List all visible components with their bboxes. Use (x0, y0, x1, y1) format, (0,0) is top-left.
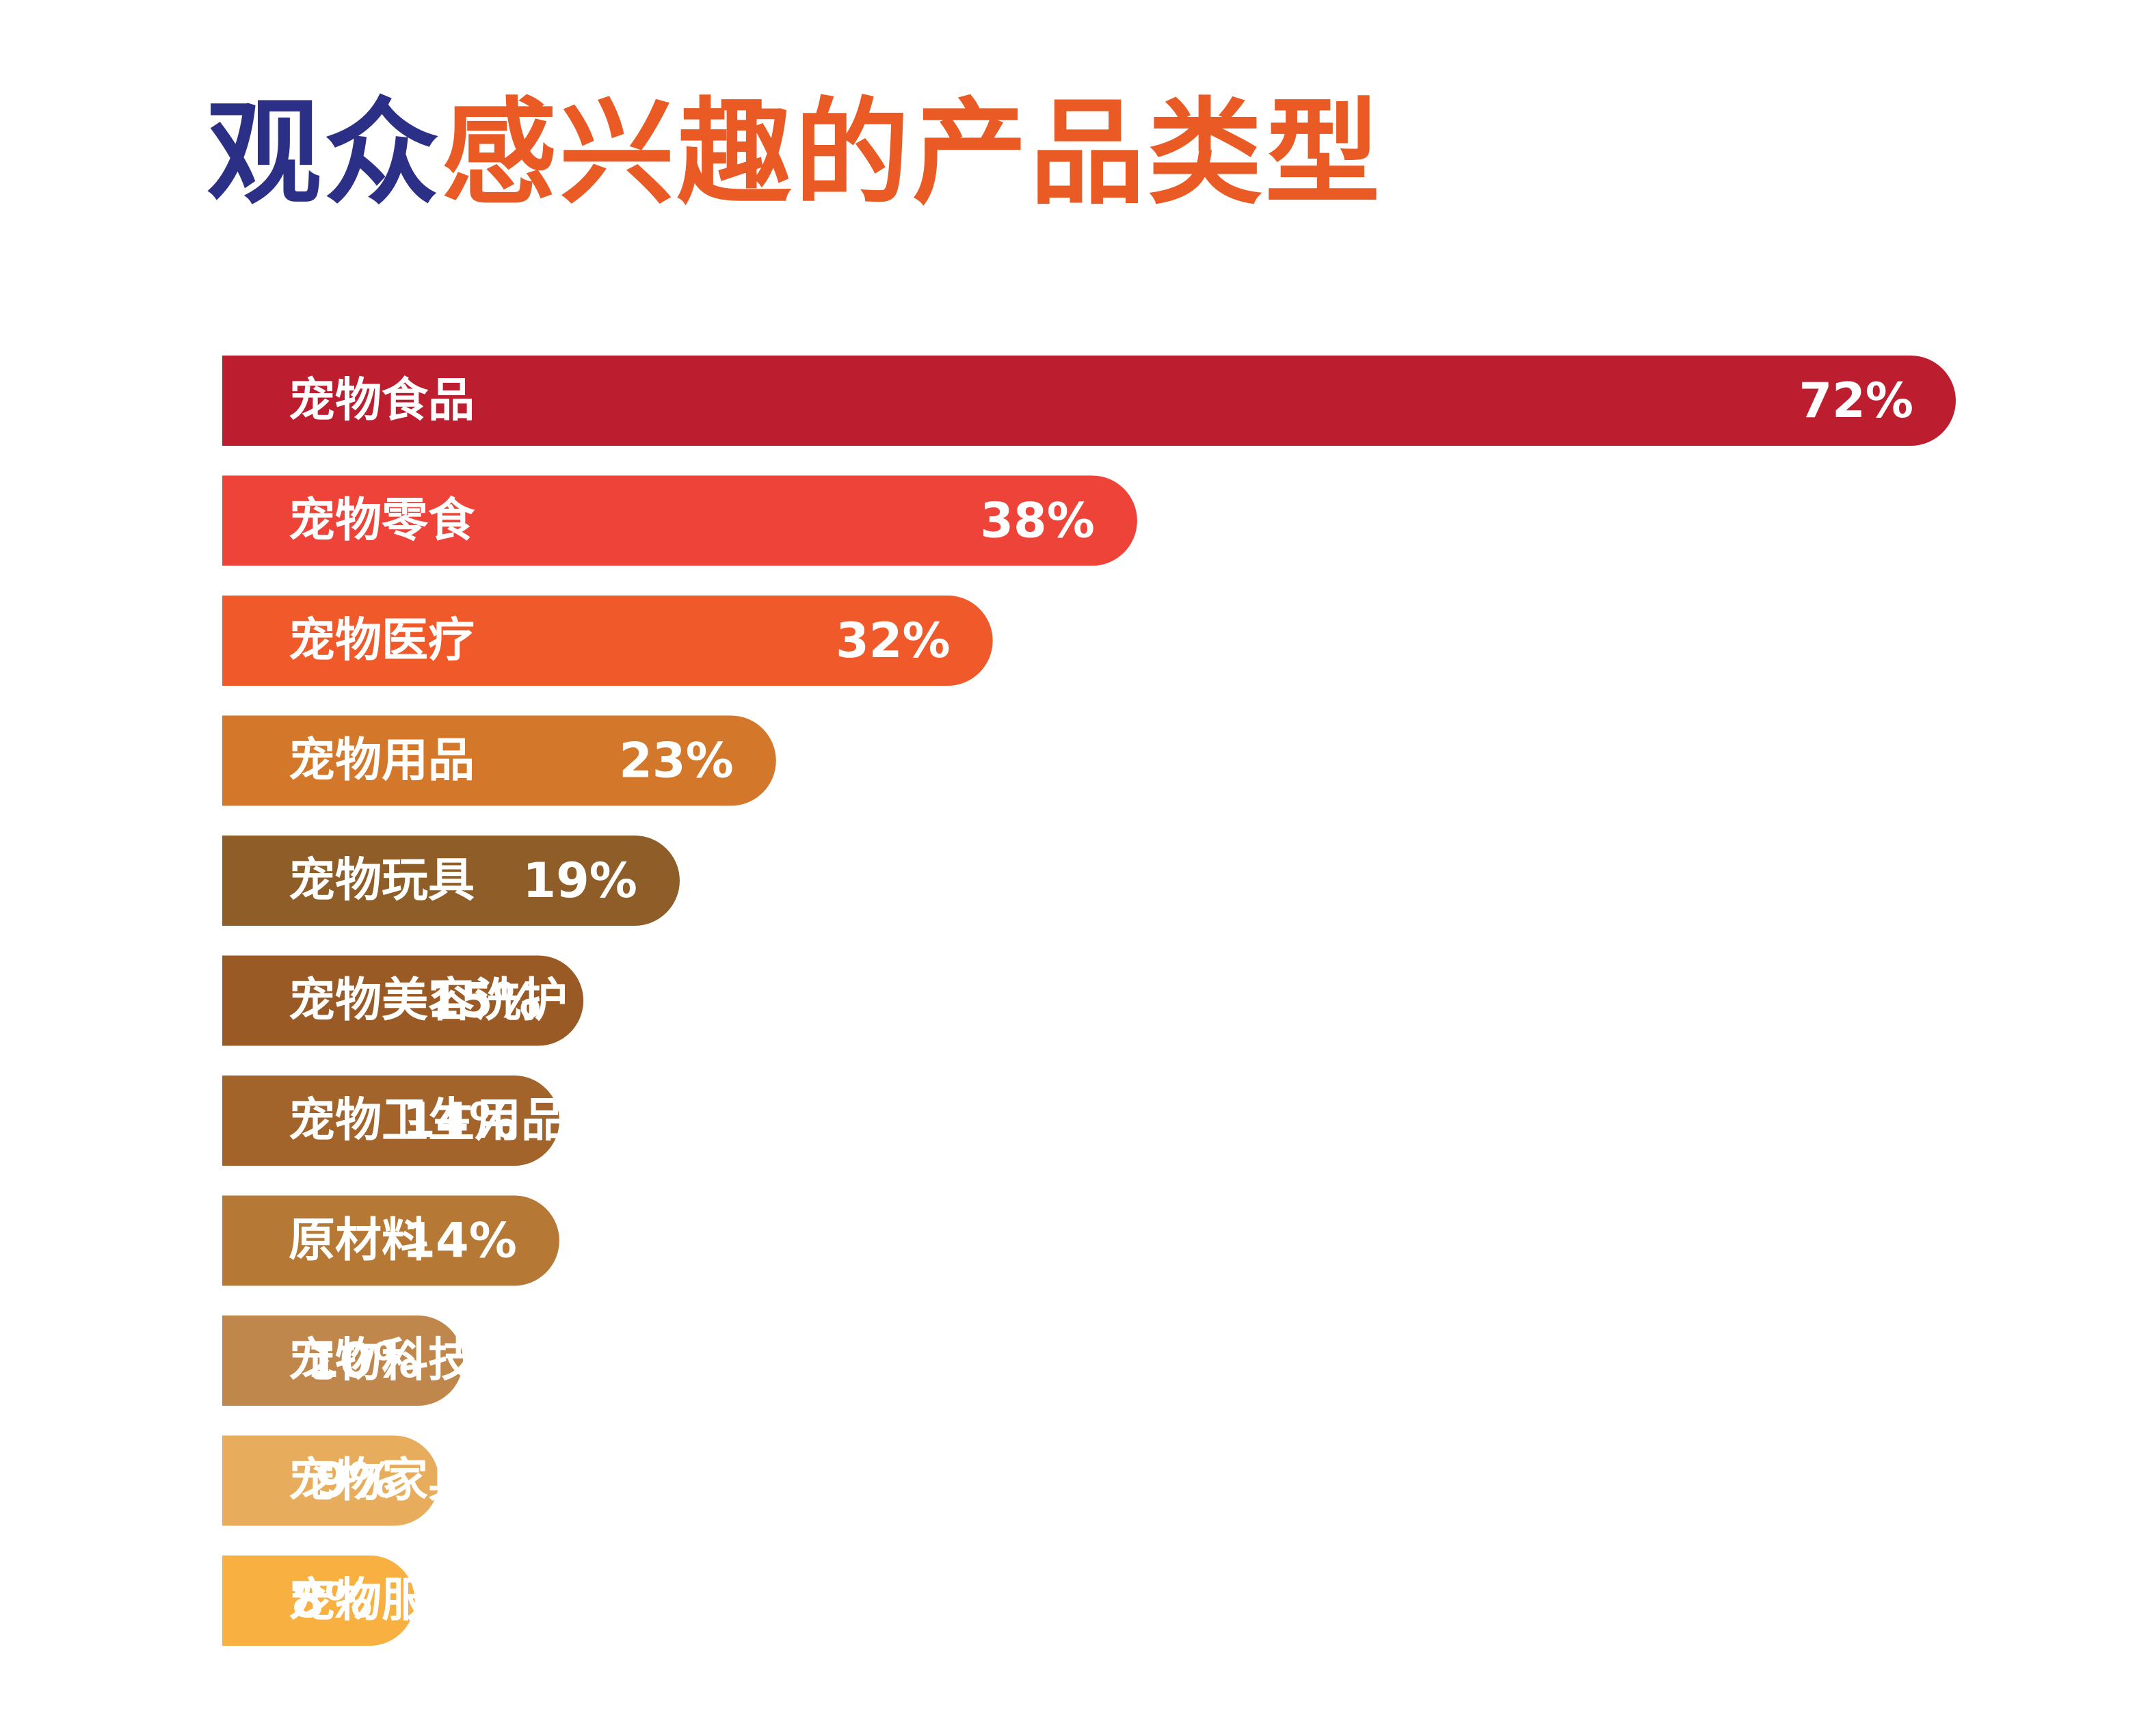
bar-category-label: 宠物家具 (289, 1454, 475, 1508)
bar-value-label: 15% (427, 973, 542, 1029)
bar (222, 1555, 415, 1646)
bar-value-label: 19% (522, 853, 637, 909)
bar-group: 宠物医疗 32% (222, 596, 993, 686)
bar-value-label: 14% (402, 1093, 517, 1149)
bar-value-label: 38% (980, 493, 1095, 549)
bar-group: 宠物零食 38% (222, 475, 1137, 566)
bar-group: 宠物玩具 19% (222, 836, 680, 926)
bar-group: 宠物用品 23% (222, 715, 776, 806)
bar-category-label: 宠物用品 (289, 734, 475, 788)
bar-value-label: 32% (836, 613, 951, 669)
bar-category-label: 宠物玩具 (289, 854, 475, 908)
chart-title-part1: 观众 (207, 86, 442, 220)
bar-group: 宠物食品 72% (222, 356, 1956, 446)
bar-category-label: 宠物食品 (289, 374, 475, 428)
bar-category-label: 宠物科技产品 (289, 1334, 568, 1388)
bar (222, 955, 584, 1046)
bar (222, 475, 1137, 566)
bar (222, 836, 680, 926)
bar (222, 356, 1956, 446)
bar-category-label: 宠物服装 (289, 1574, 475, 1628)
bar-category-label: 宠物零食 (289, 494, 475, 548)
bar (222, 1435, 439, 1526)
bar-category-label: 原材料 (289, 1214, 428, 1268)
chart-title: 观众感兴趣的产品类型 (207, 96, 1383, 211)
bar-category-label: 宠物美容洗护 (289, 974, 568, 1028)
bar-value-label: 72% (1798, 373, 1913, 429)
bar-value-label: 10% (306, 1333, 421, 1389)
bar-value-label: 23% (619, 733, 734, 789)
bar-value-label: 8% (291, 1573, 373, 1629)
bar-category-label: 宠物医疗 (289, 614, 475, 668)
bar (222, 1076, 559, 1166)
chart-title-part2: 感兴趣的产品类型 (442, 86, 1383, 220)
bar-category-label: 宠物卫生用品 (289, 1094, 568, 1148)
bar-value-label: 9% (315, 1453, 397, 1509)
bar (222, 1316, 464, 1406)
bar (222, 715, 776, 806)
bar-value-label: 14% (402, 1213, 517, 1269)
bar (222, 1195, 559, 1286)
bar (222, 596, 993, 686)
